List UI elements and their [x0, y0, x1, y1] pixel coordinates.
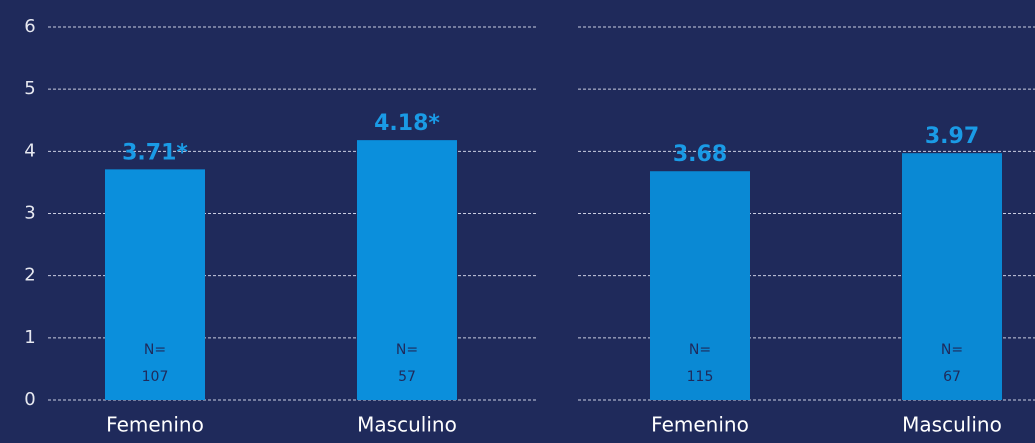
- sample-label: N=: [144, 342, 166, 358]
- value-label: 4.18*: [374, 111, 440, 136]
- sample-label: N=: [689, 342, 711, 358]
- y-tick-label: 1: [24, 327, 35, 348]
- y-tick-label: 4: [24, 140, 35, 161]
- sample-size: 115: [687, 369, 714, 385]
- y-tick-label: 5: [24, 78, 35, 99]
- y-tick-label: 3: [24, 203, 35, 224]
- bar: [357, 140, 457, 401]
- bar: [650, 171, 750, 400]
- x-tick-label: Femenino: [106, 413, 204, 437]
- value-label: 3.97: [925, 124, 979, 149]
- y-tick-label: 6: [24, 16, 35, 37]
- x-tick-label: Masculino: [357, 413, 457, 437]
- sample-size: 57: [398, 369, 416, 385]
- sample-label: N=: [941, 342, 963, 358]
- y-tick-label: 2: [24, 265, 35, 286]
- value-label: 3.68: [673, 142, 727, 167]
- bar: [105, 169, 205, 400]
- y-tick-label: 0: [24, 389, 35, 410]
- sample-size: 107: [142, 369, 169, 385]
- x-tick-label: Masculino: [902, 413, 1002, 437]
- sample-label: N=: [396, 342, 418, 358]
- bar: [902, 153, 1002, 400]
- sample-size: 67: [943, 369, 961, 385]
- value-label: 3.71*: [122, 140, 188, 165]
- x-tick-label: Femenino: [651, 413, 749, 437]
